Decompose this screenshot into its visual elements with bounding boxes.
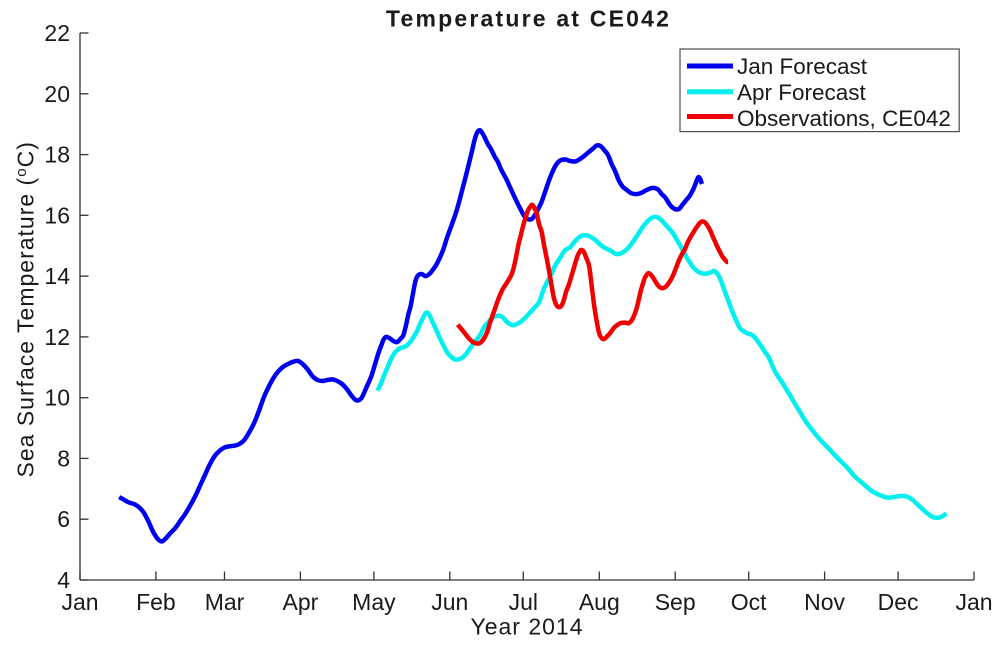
svg-text:Apr: Apr xyxy=(283,589,319,615)
svg-text:May: May xyxy=(352,589,396,615)
svg-text:22: 22 xyxy=(44,20,70,46)
svg-text:16: 16 xyxy=(44,202,70,228)
svg-text:20: 20 xyxy=(44,81,70,107)
svg-text:10: 10 xyxy=(44,385,70,411)
svg-text:6: 6 xyxy=(57,506,70,532)
svg-text:Temperature at CE042: Temperature at CE042 xyxy=(386,5,671,31)
svg-text:Jan: Jan xyxy=(955,589,992,615)
svg-text:Jan: Jan xyxy=(61,589,98,615)
svg-text:12: 12 xyxy=(44,324,70,350)
svg-text:Year 2014: Year 2014 xyxy=(470,613,583,639)
svg-text:Jun: Jun xyxy=(431,589,468,615)
svg-text:Sep: Sep xyxy=(655,589,696,615)
svg-text:Apr Forecast: Apr Forecast xyxy=(737,80,867,105)
svg-text:Mar: Mar xyxy=(205,589,245,615)
svg-text:Oct: Oct xyxy=(731,589,767,615)
svg-text:Nov: Nov xyxy=(804,589,845,615)
svg-text:Aug: Aug xyxy=(579,589,620,615)
svg-text:18: 18 xyxy=(44,142,70,168)
svg-text:Jan Forecast: Jan Forecast xyxy=(737,54,868,79)
svg-text:Feb: Feb xyxy=(136,589,176,615)
svg-text:Observations, CE042: Observations, CE042 xyxy=(737,106,951,131)
svg-text:Sea Surface Temperature (oC): Sea Surface Temperature (oC) xyxy=(13,141,39,477)
svg-text:Dec: Dec xyxy=(878,589,919,615)
svg-text:8: 8 xyxy=(57,445,70,471)
svg-text:4: 4 xyxy=(57,567,70,593)
svg-text:14: 14 xyxy=(44,263,70,289)
svg-text:Jul: Jul xyxy=(509,589,538,615)
